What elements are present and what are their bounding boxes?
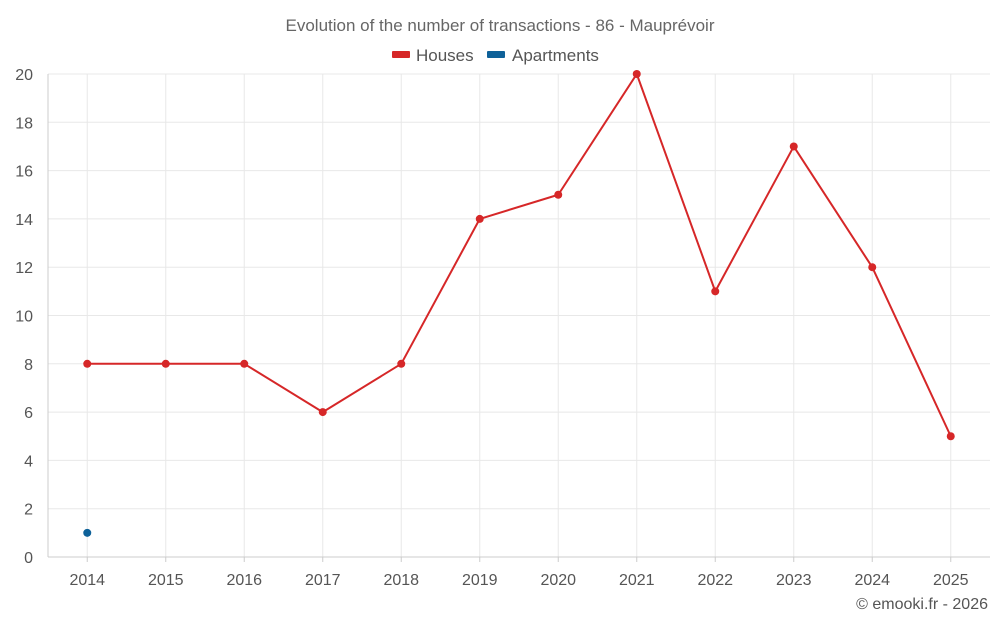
x-tick-label: 2016 [226,572,262,589]
legend-swatch-houses [392,51,410,58]
grid [48,73,990,557]
x-tick-label: 2018 [383,572,419,589]
data-point-apartments[interactable] [83,528,92,537]
legend-swatch-apartments [487,51,505,58]
legend-label-apartments: Apartments [512,46,599,65]
y-axis-ticks: 0 2 4 6 8 10 12 14 16 18 20 [15,67,33,567]
y-tick-label: 16 [15,164,33,181]
y-tick-label: 10 [15,309,33,326]
data-point-houses[interactable] [554,190,563,199]
x-tick-label: 2023 [776,572,812,589]
x-tick-label: 2020 [540,572,576,589]
series-layer [83,70,955,537]
data-point-houses[interactable] [318,408,327,417]
legend-item-houses[interactable]: Houses [392,46,474,65]
series-line-houses [87,73,952,437]
x-tick-label: 2025 [933,572,969,589]
data-point-houses[interactable] [397,359,406,368]
legend: Houses Apartments [392,46,599,65]
legend-item-apartments[interactable]: Apartments [487,46,599,65]
x-tick-label: 2021 [619,572,655,589]
x-axis-ticks: 2014 2015 2016 2017 2018 2019 2020 2021 2022 2023… [69,557,969,589]
y-tick-label: 0 [24,550,33,567]
x-tick-label: 2014 [69,572,105,589]
x-tick-label: 2022 [697,572,733,589]
data-point-houses[interactable] [868,263,877,272]
legend-label-houses: Houses [416,46,474,65]
data-point-houses[interactable] [632,70,641,78]
data-point-houses[interactable] [789,142,798,151]
x-tick-label: 2015 [148,572,184,589]
data-point-houses[interactable] [240,359,249,368]
axes [47,74,990,558]
chart-title: Evolution of the number of transactions … [286,16,715,35]
data-point-houses[interactable] [475,214,484,223]
y-tick-label: 18 [15,115,33,132]
credit-text: © emooki.fr - 2026 [856,596,988,613]
y-tick-label: 2 [24,502,33,519]
y-tick-label: 14 [15,212,33,229]
data-point-houses[interactable] [83,359,92,368]
x-tick-label: 2017 [305,572,341,589]
x-tick-label: 2019 [462,572,498,589]
data-point-houses[interactable] [946,432,955,441]
y-tick-label: 8 [24,357,33,374]
y-tick-label: 12 [15,260,33,277]
y-tick-label: 20 [15,67,33,84]
y-tick-label: 6 [24,405,33,422]
x-tick-label: 2024 [854,572,890,589]
data-point-houses[interactable] [161,359,170,368]
y-tick-label: 4 [24,453,33,470]
data-point-houses[interactable] [711,287,720,296]
